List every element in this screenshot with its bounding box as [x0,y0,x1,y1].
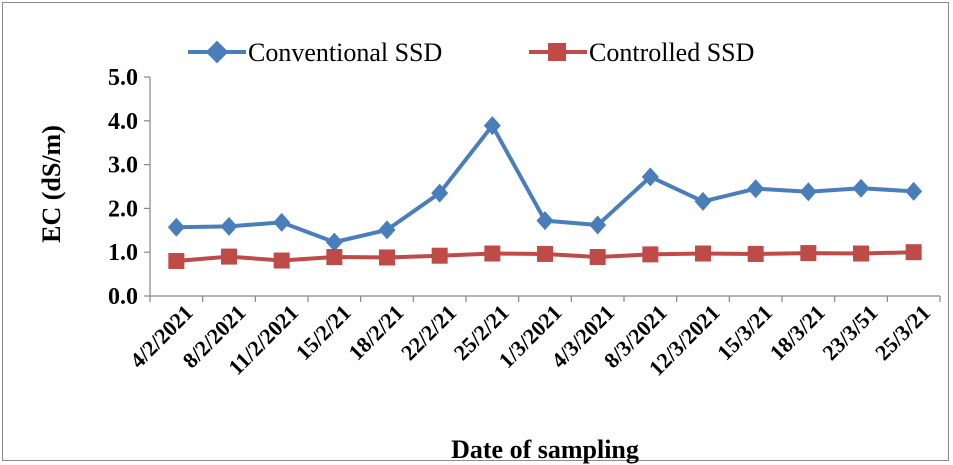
data-point-diamond [641,167,659,187]
legend-label-controlled: Controlled SSD [589,38,754,67]
x-tick-label: 15/3/21 [712,300,777,365]
data-point-diamond [589,215,607,235]
x-tick-label: 25/3/21 [870,300,935,365]
data-point-square [589,249,606,266]
y-ticks: 0.0 1.0 2.0 3.0 4.0 5.0 [108,65,150,310]
legend-marker-controlled [548,43,566,61]
data-point-square [484,245,501,262]
legend-label-conventional: Conventional SSD [248,38,442,67]
data-point-square [326,249,343,266]
y-tick-label: 3.0 [108,153,138,179]
y-tick-label: 0.0 [108,284,138,310]
data-point-diamond [536,211,554,231]
series-conventional [167,116,923,252]
data-point-diamond [273,212,291,232]
data-point-diamond [220,216,238,236]
data-point-square [431,247,448,264]
data-point-diamond [378,220,396,240]
data-point-square [642,246,659,263]
data-point-diamond [852,178,870,198]
y-tick-label: 5.0 [108,65,138,91]
legend: Conventional SSD Controlled SSD [188,38,754,67]
data-point-diamond [325,232,343,252]
data-point-square [221,248,237,265]
data-point-diamond [694,191,712,211]
legend-item-conventional: Conventional SSD [188,38,442,67]
y-tick-label: 2.0 [108,196,138,222]
x-tick-label: 23/3/51 [817,300,882,365]
x-tick-label: 18/2/21 [343,300,408,365]
legend-marker-conventional [205,40,229,64]
x-tick-label: 22/2/21 [396,300,461,365]
data-point-square [168,252,185,269]
data-point-square [273,252,290,269]
data-point-square [537,245,553,262]
data-point-square [800,245,817,262]
data-point-square [905,244,922,261]
x-tick-label: 15/2/21 [291,300,356,365]
legend-item-controlled: Controlled SSD [529,38,754,67]
data-point-diamond [167,217,185,237]
series-controlled [168,244,922,269]
data-point-diamond [905,181,923,201]
data-point-square [747,245,764,262]
data-point-square [853,245,869,262]
y-tick-label: 1.0 [108,240,138,266]
data-point-diamond [747,179,765,199]
x-tick-label: 18/3/21 [765,300,830,365]
y-tick-label: 4.0 [108,109,138,135]
y-axis-title: EC (dS/m) [37,125,66,243]
series-layer [167,116,923,269]
data-point-diamond [431,183,449,203]
data-point-diamond [799,182,817,202]
x-ticks: 4/2/20218/2/202111/2/202115/2/2118/2/212… [125,296,941,381]
x-axis-title: Date of sampling [451,435,639,464]
data-point-square [379,249,395,266]
data-point-diamond [483,116,501,136]
data-point-square [695,245,711,262]
